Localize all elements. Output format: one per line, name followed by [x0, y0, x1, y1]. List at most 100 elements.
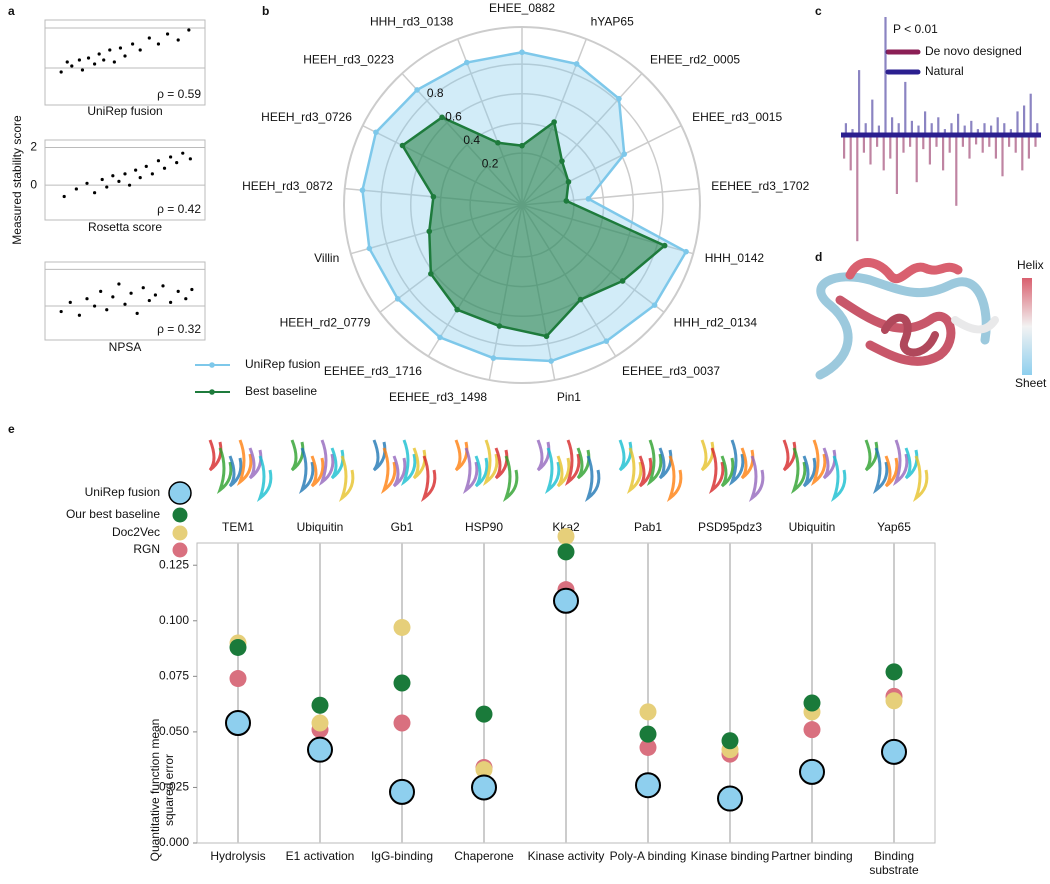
bar [871, 99, 874, 135]
bar [968, 135, 971, 159]
dot [393, 674, 411, 692]
point [188, 157, 192, 161]
bar [844, 123, 847, 135]
bar [897, 123, 900, 135]
y-tick-label: 0.100 [159, 613, 189, 627]
protein-ribbon [912, 455, 929, 503]
protein-ribbon [290, 439, 305, 472]
category-label: Villin [314, 251, 339, 265]
plot-frame [44, 261, 206, 341]
bar [950, 123, 953, 135]
panel-label: c [815, 4, 822, 18]
bar [935, 135, 938, 147]
point [102, 58, 106, 62]
point [85, 181, 89, 185]
x-tick-label: Kinase binding [690, 849, 770, 863]
protein-label: TEM1 [222, 520, 254, 534]
x-tick-label: E1 activation [285, 849, 355, 863]
bar [877, 125, 880, 135]
point [165, 32, 170, 36]
colorbar [1022, 278, 1032, 375]
category-label: EEHEE_rd3_0037 [622, 364, 720, 378]
dot [475, 761, 493, 779]
bar [889, 135, 892, 159]
point [131, 42, 135, 46]
protein-ribbon [626, 447, 643, 495]
dot [475, 705, 493, 723]
protein-ribbon [462, 447, 479, 495]
bar [884, 17, 887, 135]
protein-ribbon [884, 455, 899, 488]
legend-label: Best baseline [245, 384, 317, 398]
bar [1014, 135, 1017, 153]
radar-point [464, 59, 470, 66]
point [184, 297, 188, 301]
protein-ribbon [708, 447, 725, 495]
point [112, 60, 116, 64]
legend-label: Doc2Vec [112, 525, 160, 539]
point [123, 54, 127, 58]
dot [229, 638, 247, 656]
point [93, 62, 97, 66]
x-tick-label: IgG-binding [370, 849, 434, 863]
dot [557, 527, 575, 545]
point [156, 42, 161, 46]
r-tick-label: 0.8 [427, 86, 444, 100]
point [111, 174, 115, 178]
radar-point [366, 245, 373, 252]
protein-structure [372, 439, 437, 503]
bar [910, 120, 913, 135]
bar [851, 129, 854, 135]
point [187, 28, 191, 32]
category-label: EEHEE_rd3_1716 [324, 364, 422, 378]
protein-ribbon [482, 439, 499, 487]
bar [1027, 135, 1030, 159]
radar-point [426, 228, 433, 235]
protein-structure [700, 439, 765, 503]
protein-ribbon [474, 455, 489, 488]
bar [1008, 135, 1011, 147]
y-tick-label: 0.050 [159, 724, 189, 738]
legend-label: Natural [925, 64, 964, 78]
protein-ribbon [298, 447, 315, 495]
radar-point [373, 129, 379, 136]
category-label: HEEH_rd2_0779 [280, 315, 371, 329]
bar [849, 135, 852, 171]
r-tick-label: 0.4 [463, 133, 480, 147]
radar-point [559, 158, 565, 164]
x-tick-label: Partner binding [771, 849, 853, 863]
category-label: hYAP65 [591, 14, 634, 28]
x-tick-label: Poly-A binding [609, 849, 687, 863]
category-label: HEEH_rd3_0726 [261, 110, 352, 124]
protein-structure [290, 439, 355, 503]
bar [843, 135, 846, 159]
x-tick-label: Hydrolysis [210, 849, 266, 863]
point [108, 48, 112, 52]
legend-marker [172, 507, 188, 523]
y-axis-label: Measured stability score [10, 115, 24, 245]
protein-ribbon [872, 447, 889, 495]
bar [1003, 123, 1006, 135]
dot [225, 710, 251, 736]
category-label: HEEH_rd3_0223 [303, 52, 394, 66]
y-tick-label: 0.000 [159, 835, 189, 849]
protein-structure [815, 258, 999, 380]
protein-ribbon [646, 439, 663, 487]
bar [990, 125, 993, 135]
protein-structure [864, 439, 929, 503]
point [141, 286, 145, 290]
protein-ribbon [638, 455, 653, 488]
radar-point [519, 142, 525, 149]
colorbar-label: Helix [1017, 258, 1044, 272]
protein-structure [208, 439, 273, 503]
radar-point [399, 142, 406, 149]
radar-point [437, 334, 443, 341]
point [65, 60, 69, 64]
y-tick-label: 0.125 [159, 557, 189, 571]
bar [994, 135, 997, 159]
y-tick-label: 0.075 [159, 669, 189, 683]
protein-label: Kka2 [552, 520, 580, 534]
radar-point [394, 296, 401, 302]
protein-ribbon [864, 439, 879, 472]
x-tick-label: Kinase activity [527, 849, 605, 863]
